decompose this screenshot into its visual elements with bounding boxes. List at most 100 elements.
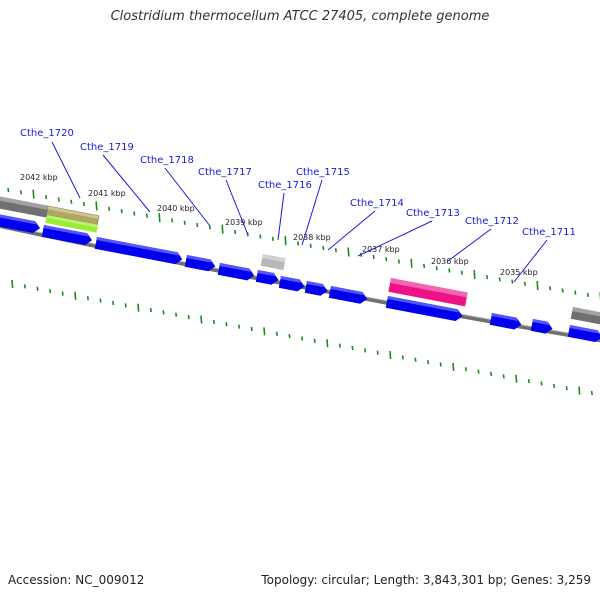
gene-arrow[interactable] bbox=[255, 270, 280, 286]
tick-mark bbox=[338, 343, 341, 348]
tick-mark bbox=[376, 350, 379, 355]
gene-arrow[interactable] bbox=[328, 286, 369, 305]
kbp-label: 2039 kbp bbox=[225, 218, 263, 227]
tick-mark bbox=[45, 194, 48, 200]
feature-grey-bar-right bbox=[570, 307, 600, 325]
tick-mark bbox=[196, 222, 199, 228]
tick-mark bbox=[565, 386, 568, 391]
tick-mark bbox=[175, 312, 178, 317]
tick-mark bbox=[309, 243, 312, 248]
gene-arrow[interactable] bbox=[0, 213, 41, 234]
tick-mark bbox=[49, 288, 52, 294]
tick-mark bbox=[7, 187, 10, 193]
tick-mark bbox=[19, 190, 22, 195]
callout-line bbox=[51, 141, 81, 199]
tick-mark bbox=[275, 331, 278, 336]
tick-mark bbox=[414, 357, 417, 362]
tick-mark bbox=[540, 381, 543, 386]
gene-label[interactable]: Cthe_1711 bbox=[522, 227, 576, 238]
gene-arrow[interactable] bbox=[489, 313, 523, 331]
gene-label[interactable]: Cthe_1714 bbox=[350, 198, 404, 209]
gene-arrow[interactable] bbox=[278, 276, 306, 292]
tick-mark bbox=[99, 298, 102, 303]
tick-mark bbox=[297, 241, 300, 246]
tick-mark bbox=[271, 236, 274, 241]
gene-arrow[interactable] bbox=[217, 263, 256, 282]
tick-mark bbox=[250, 326, 253, 332]
tick-mark bbox=[435, 266, 438, 271]
tick-mark bbox=[439, 362, 442, 367]
tick-mark bbox=[61, 291, 64, 296]
tick-mark bbox=[334, 248, 337, 253]
callout-line bbox=[277, 192, 285, 241]
kbp-label: 2041 kbp bbox=[88, 189, 126, 198]
tick-mark bbox=[486, 275, 489, 280]
kbp-label: 2035 kbp bbox=[500, 268, 538, 277]
callout-line bbox=[327, 210, 376, 251]
tick-mark bbox=[515, 374, 518, 383]
gene-arrow[interactable] bbox=[304, 281, 329, 297]
tick-mark bbox=[364, 348, 367, 353]
tick-mark bbox=[397, 259, 400, 264]
tick-mark bbox=[187, 315, 190, 320]
callout-line bbox=[102, 154, 151, 213]
tick-mark bbox=[149, 307, 152, 313]
tick-mark bbox=[124, 303, 127, 308]
tick-mark bbox=[288, 333, 291, 339]
tick-mark bbox=[477, 369, 480, 374]
gene-callouts: Cthe_1720 Cthe_1719 Cthe_1718 Cthe_1717 Cthe… bbox=[20, 128, 576, 283]
gene-arrow[interactable] bbox=[94, 237, 184, 265]
genome-summary-text: Topology: circular; Length: 3,843,301 bp… bbox=[261, 573, 591, 587]
tick-mark bbox=[423, 263, 426, 269]
tick-mark bbox=[137, 303, 140, 312]
kbp-label: 2037 kbp bbox=[362, 245, 400, 254]
tick-mark bbox=[74, 291, 77, 300]
tick-mark bbox=[511, 279, 514, 284]
gene-label[interactable]: Cthe_1717 bbox=[198, 167, 252, 178]
tick-mark bbox=[162, 310, 165, 315]
tick-mark bbox=[448, 268, 451, 273]
map-title: Clostridium thermocellum ATCC 27405, com… bbox=[110, 9, 490, 24]
gene-label[interactable]: Cthe_1715 bbox=[296, 167, 350, 178]
tick-mark bbox=[133, 211, 136, 216]
tick-mark bbox=[57, 197, 60, 202]
gene-label[interactable]: Cthe_1713 bbox=[406, 208, 460, 219]
tick-mark bbox=[212, 319, 215, 325]
tick-mark bbox=[523, 281, 526, 286]
tick-mark bbox=[452, 362, 455, 371]
tick-mark bbox=[502, 374, 505, 379]
tick-mark bbox=[259, 234, 262, 239]
tick-mark bbox=[238, 324, 241, 329]
gene-arrow[interactable] bbox=[385, 296, 464, 322]
tick-mark bbox=[82, 202, 85, 207]
tick-mark bbox=[549, 286, 552, 291]
gene-arrow[interactable] bbox=[41, 225, 93, 246]
tick-mark bbox=[108, 206, 111, 211]
gene-label[interactable]: Cthe_1720 bbox=[20, 128, 74, 139]
gene-label[interactable]: Cthe_1712 bbox=[465, 216, 519, 227]
feature-grey-bar bbox=[0, 195, 49, 218]
kbp-label: 2042 kbp bbox=[20, 173, 58, 182]
feature-lime-bar bbox=[45, 215, 99, 233]
tick-mark bbox=[225, 322, 228, 327]
tick-mark bbox=[284, 236, 287, 246]
tick-mark bbox=[473, 269, 476, 280]
gene-arrow[interactable] bbox=[530, 319, 554, 335]
tick-mark bbox=[347, 247, 350, 257]
gene-track bbox=[0, 213, 600, 343]
gene-label[interactable]: Cthe_1718 bbox=[140, 155, 194, 166]
callout-line bbox=[225, 179, 249, 236]
tick-mark bbox=[234, 229, 237, 235]
tick-mark bbox=[221, 224, 224, 234]
callout-line bbox=[513, 239, 548, 283]
gene-arrow[interactable] bbox=[184, 255, 217, 272]
gene-label[interactable]: Cthe_1716 bbox=[258, 180, 312, 191]
gene-label[interactable]: Cthe_1719 bbox=[80, 142, 134, 153]
tick-mark bbox=[158, 213, 161, 223]
tick-track bbox=[7, 187, 600, 396]
tick-mark bbox=[460, 270, 463, 275]
tick-mark bbox=[86, 296, 89, 301]
callout-line bbox=[164, 167, 211, 227]
gene-arrow[interactable] bbox=[567, 325, 600, 343]
tick-mark bbox=[590, 390, 593, 396]
